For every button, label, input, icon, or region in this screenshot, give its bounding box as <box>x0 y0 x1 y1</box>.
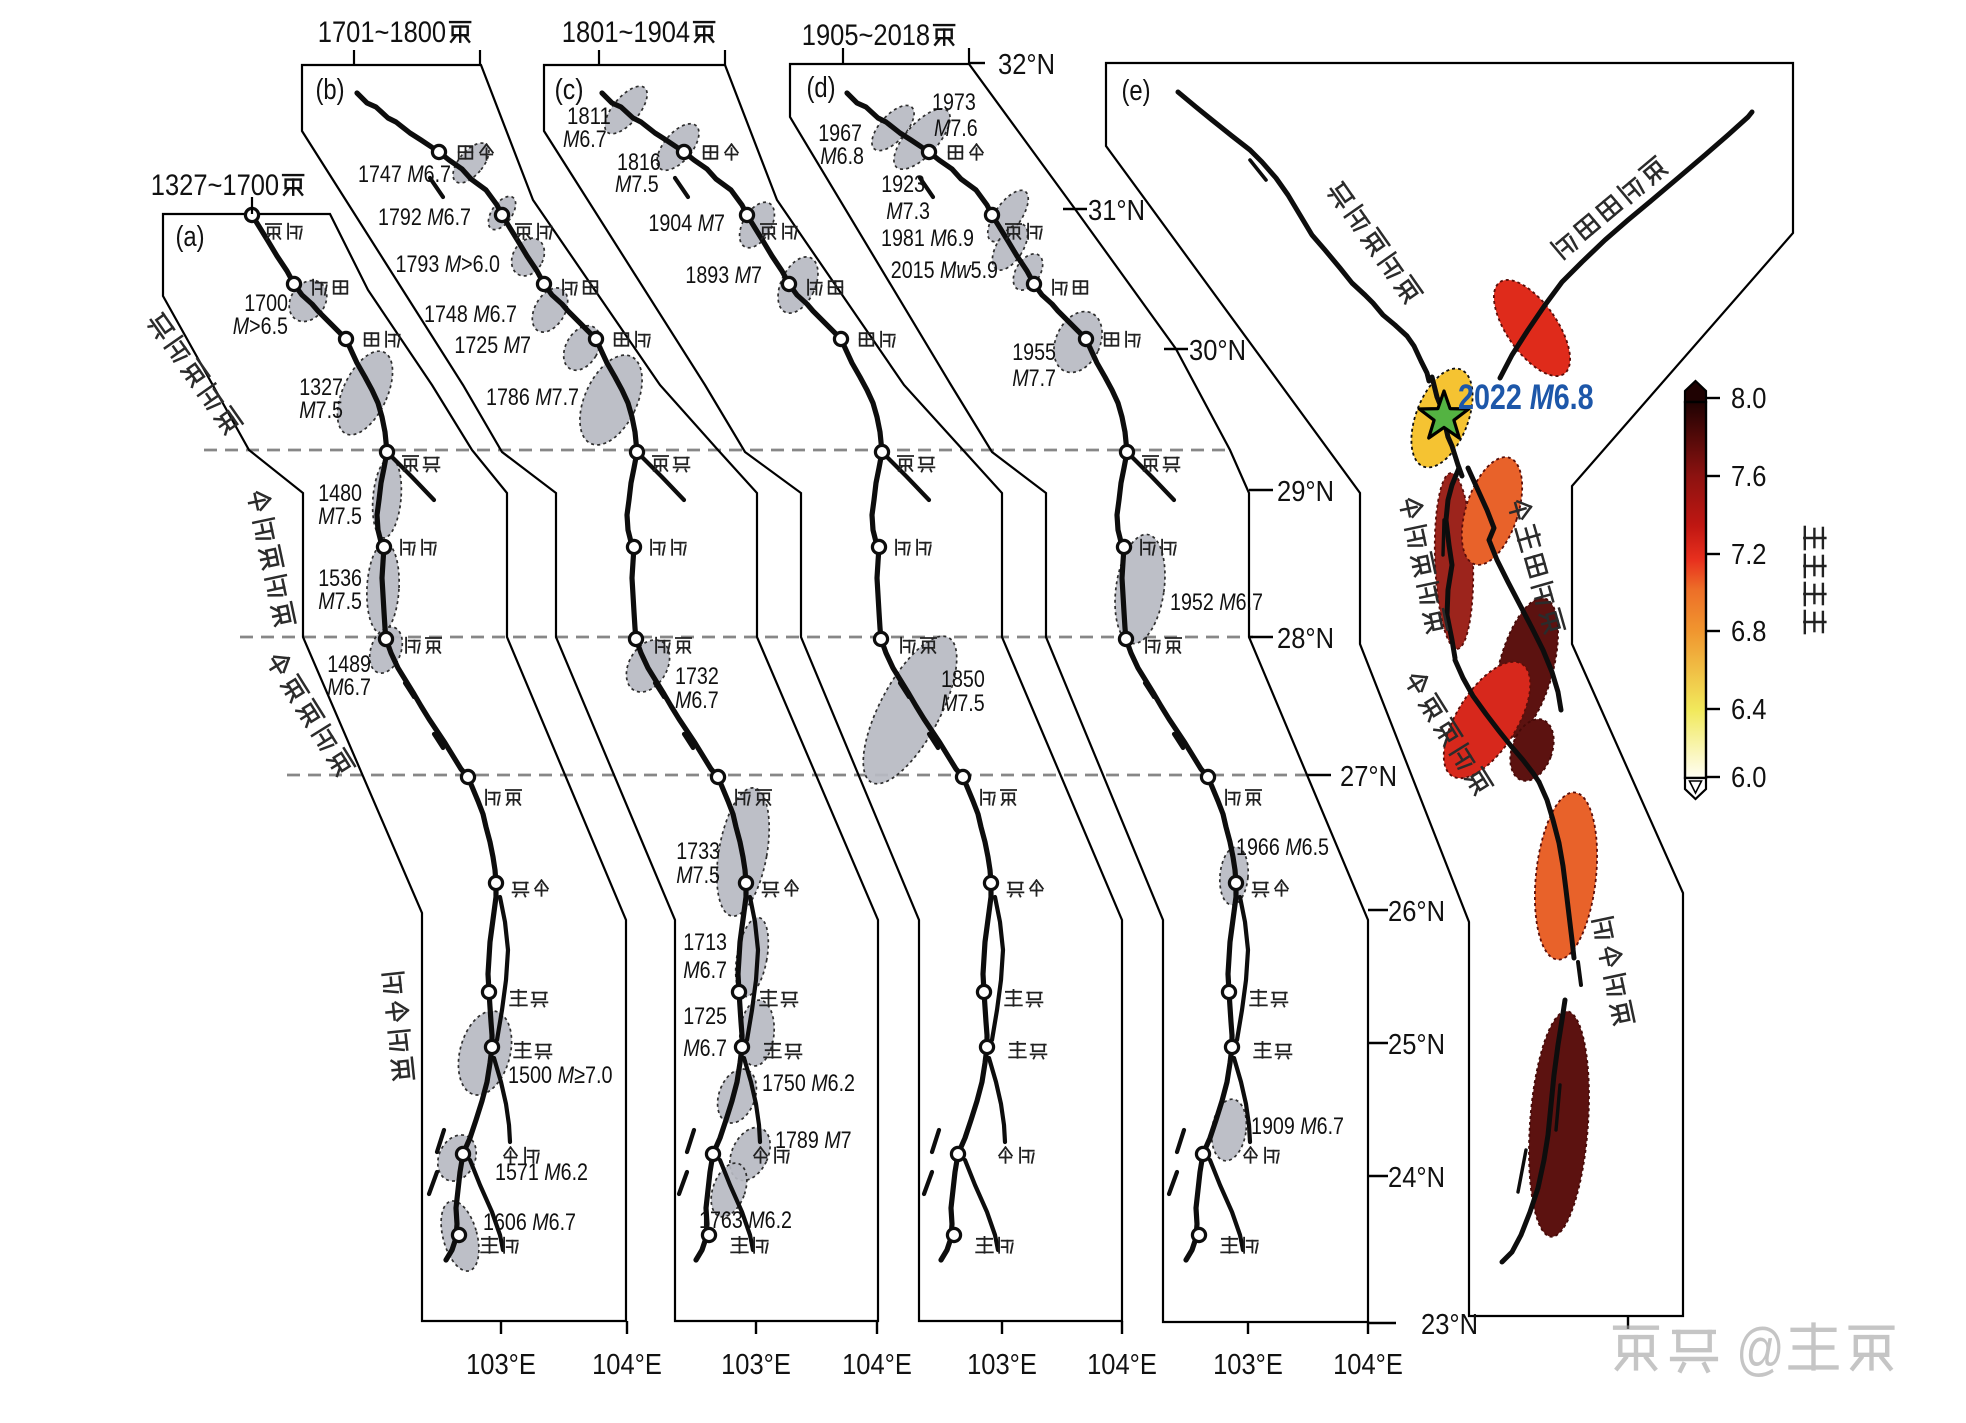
svg-text:6.4: 6.4 <box>1731 694 1767 726</box>
svg-text:1732: 1732 <box>675 663 719 690</box>
svg-text:M6.7: M6.7 <box>563 126 607 153</box>
svg-text:23°N: 23°N <box>1421 1309 1478 1341</box>
svg-text:(d): (d) <box>807 72 836 104</box>
svg-text:1701~1800: 1701~1800 <box>318 16 446 49</box>
svg-text:1733: 1733 <box>676 838 720 865</box>
svg-text:103°E: 103°E <box>466 1349 536 1381</box>
svg-text:M7.5: M7.5 <box>299 397 343 424</box>
svg-text:103°E: 103°E <box>721 1349 791 1381</box>
svg-text:1893 M7: 1893 M7 <box>685 262 762 289</box>
svg-text:103°E: 103°E <box>967 1349 1037 1381</box>
svg-text:M7.5: M7.5 <box>941 690 985 717</box>
svg-text:8.0: 8.0 <box>1731 383 1767 415</box>
svg-text:1606 M6.7: 1606 M6.7 <box>483 1209 576 1236</box>
svg-text:1816: 1816 <box>617 149 661 176</box>
svg-text:@: @ <box>1723 1317 1785 1382</box>
svg-text:6.0: 6.0 <box>1731 762 1767 794</box>
svg-text:7.2: 7.2 <box>1731 539 1767 571</box>
svg-text:1789 M7: 1789 M7 <box>775 1127 852 1154</box>
svg-text:28°N: 28°N <box>1277 623 1334 655</box>
svg-text:1952 M6.7: 1952 M6.7 <box>1170 589 1263 616</box>
svg-text:1480: 1480 <box>318 480 362 507</box>
svg-text:1850: 1850 <box>941 666 985 693</box>
svg-text:2022 M6.8: 2022 M6.8 <box>1458 378 1594 417</box>
svg-text:1973: 1973 <box>932 89 976 116</box>
svg-text:1811: 1811 <box>567 103 611 130</box>
svg-text:1923: 1923 <box>881 171 925 198</box>
svg-text:1750 M6.2: 1750 M6.2 <box>762 1070 855 1097</box>
svg-text:1725: 1725 <box>683 1003 727 1030</box>
svg-text:(a): (a) <box>176 221 205 253</box>
svg-text:31°N: 31°N <box>1088 195 1145 227</box>
svg-text:1500 M≥7.0: 1500 M≥7.0 <box>508 1062 613 1089</box>
svg-text:6.8: 6.8 <box>1731 616 1767 648</box>
svg-text:M7.6: M7.6 <box>934 115 978 142</box>
svg-text:29°N: 29°N <box>1277 476 1334 508</box>
svg-text:(e): (e) <box>1122 75 1151 107</box>
svg-text:103°E: 103°E <box>1213 1349 1283 1381</box>
svg-text:M6.7: M6.7 <box>683 1035 727 1062</box>
svg-text:104°E: 104°E <box>1087 1349 1157 1381</box>
svg-text:1489: 1489 <box>327 651 371 678</box>
svg-text:104°E: 104°E <box>1333 1349 1403 1381</box>
svg-text:1793 M>6.0: 1793 M>6.0 <box>396 251 501 278</box>
svg-text:30°N: 30°N <box>1189 335 1246 367</box>
svg-text:1536: 1536 <box>318 565 362 592</box>
svg-text:7.6: 7.6 <box>1731 461 1767 493</box>
svg-text:1966 M6.5: 1966 M6.5 <box>1236 834 1329 861</box>
svg-text:32°N: 32°N <box>998 49 1055 81</box>
svg-text:1571 M6.2: 1571 M6.2 <box>495 1159 588 1186</box>
svg-text:27°N: 27°N <box>1340 761 1397 793</box>
svg-text:M6.8: M6.8 <box>820 143 864 170</box>
svg-text:24°N: 24°N <box>1388 1162 1445 1194</box>
svg-text:1801~1904: 1801~1904 <box>562 16 690 49</box>
svg-text:1955: 1955 <box>1012 339 1056 366</box>
svg-text:M7.3: M7.3 <box>886 198 930 225</box>
svg-text:1904 M7: 1904 M7 <box>648 210 725 237</box>
svg-text:104°E: 104°E <box>842 1349 912 1381</box>
svg-text:M6.7: M6.7 <box>675 687 719 714</box>
svg-text:1909 M6.7: 1909 M6.7 <box>1251 1113 1344 1140</box>
svg-text:(b): (b) <box>316 74 345 106</box>
svg-text:1763 M6.2: 1763 M6.2 <box>699 1207 792 1234</box>
svg-text:1748 M6.7: 1748 M6.7 <box>424 301 517 328</box>
svg-text:25°N: 25°N <box>1388 1029 1445 1061</box>
svg-text:2015 Mw5.9: 2015 Mw5.9 <box>891 257 998 284</box>
svg-text:1713: 1713 <box>683 929 727 956</box>
svg-text:1905~2018: 1905~2018 <box>802 19 930 52</box>
svg-text:M7.5: M7.5 <box>676 862 720 889</box>
svg-text:M>6.5: M>6.5 <box>233 313 288 340</box>
svg-text:1747 M6.7: 1747 M6.7 <box>358 161 451 188</box>
svg-text:M7.5: M7.5 <box>615 171 659 198</box>
svg-text:104°E: 104°E <box>592 1349 662 1381</box>
svg-text:1700: 1700 <box>244 290 288 317</box>
svg-text:M7.7: M7.7 <box>1012 365 1056 392</box>
svg-text:26°N: 26°N <box>1388 896 1445 928</box>
svg-text:M6.7: M6.7 <box>327 674 371 701</box>
svg-text:M7.5: M7.5 <box>318 503 362 530</box>
svg-text:1981 M6.9: 1981 M6.9 <box>881 225 974 252</box>
svg-text:(c): (c) <box>555 74 584 106</box>
svg-text:1725 M7: 1725 M7 <box>454 332 531 359</box>
svg-text:1327~1700: 1327~1700 <box>151 169 279 202</box>
svg-text:1786 M7.7: 1786 M7.7 <box>486 384 579 411</box>
svg-text:1967: 1967 <box>818 120 862 147</box>
svg-text:M6.7: M6.7 <box>683 957 727 984</box>
svg-text:1792 M6.7: 1792 M6.7 <box>378 204 471 231</box>
svg-text:M7.5: M7.5 <box>318 588 362 615</box>
svg-text:1327: 1327 <box>299 374 343 401</box>
